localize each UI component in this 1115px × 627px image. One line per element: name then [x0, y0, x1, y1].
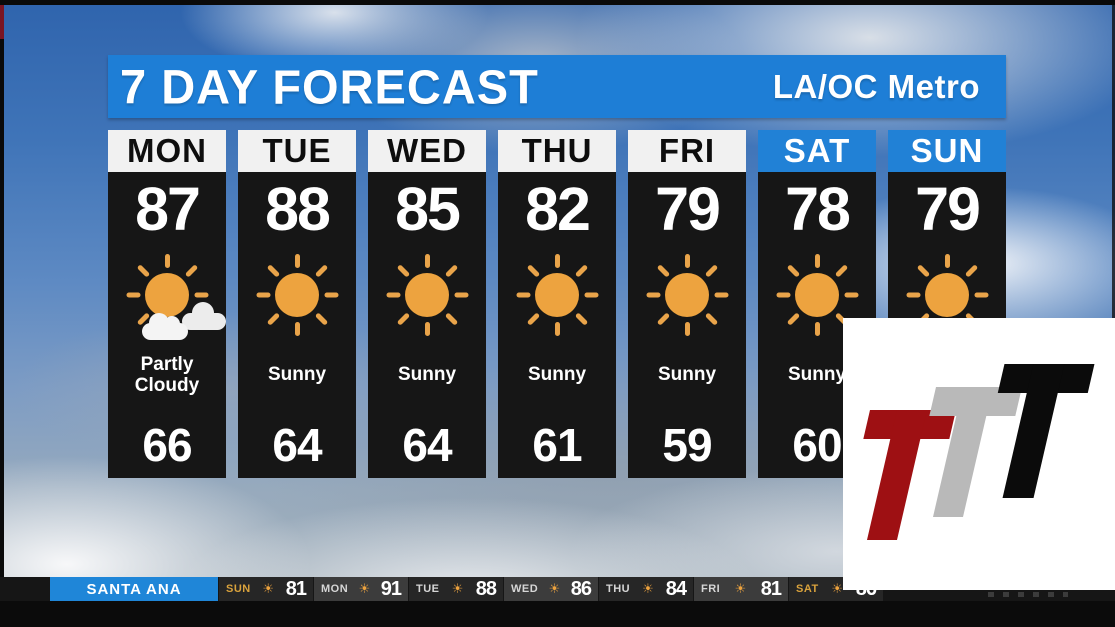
ticker-entry: TUE ☀ 88 — [409, 577, 503, 601]
ticker-day-label: TUE — [416, 583, 440, 595]
low-temp: 66 — [142, 419, 192, 471]
frame-edge-right — [1112, 0, 1115, 318]
forecast-day-column: SAT 78 Sunny 60 — [758, 130, 876, 478]
sun-icon — [644, 252, 730, 338]
day-panel: 88 Sunny 64 — [238, 172, 356, 478]
ticker-location-badge: SANTA ANA — [50, 577, 218, 601]
ticker-temp: 81 — [285, 577, 307, 600]
condition-label: Sunny — [397, 364, 457, 386]
low-temp: 60 — [792, 419, 842, 471]
low-temp: 59 — [662, 419, 712, 471]
condition-label: Sunny — [657, 364, 717, 386]
high-temp: 87 — [135, 175, 201, 243]
sun-icon: ☀ — [358, 581, 371, 597]
ticker-day-label: SUN — [226, 583, 251, 595]
ticker-temp: 86 — [570, 577, 592, 600]
frame-edge-top — [0, 0, 1115, 5]
ticker-temp: 84 — [665, 577, 687, 600]
sun-icon: ☀ — [831, 581, 844, 597]
forecast-day-column: TUE 88 Sunny 64 — [238, 130, 356, 478]
day-label-text: SUN — [910, 132, 984, 169]
sun-icon: ☀ — [451, 581, 464, 597]
sun-icon: ☀ — [642, 581, 654, 597]
day-label: FRI — [628, 130, 746, 172]
clipped-text-remnant — [988, 592, 1068, 597]
condition-label: Sunny — [787, 364, 847, 386]
day-label-text: TUE — [262, 132, 332, 169]
ticker-temp: 88 — [475, 577, 497, 600]
sun-icon: ☀ — [548, 581, 561, 597]
forecast-day-column: FRI 79 Sunny 59 — [628, 130, 746, 478]
sun-icon: ☀ — [262, 581, 275, 597]
ticker-entry: MON ☀ 91 — [314, 577, 408, 601]
high-temp: 79 — [655, 175, 721, 243]
day-label: TUE — [238, 130, 356, 172]
day-panel: 82 Sunny 61 — [498, 172, 616, 478]
forecast-day-column: WED 85 Sunny 64 — [368, 130, 486, 478]
forecast-day-column: MON 87 Partly Cloudy 66 — [108, 130, 226, 478]
day-panel: 85 Sunny 64 — [368, 172, 486, 478]
ticker-day-label: FRI — [701, 583, 721, 595]
day-label-text: MON — [127, 132, 207, 169]
sun-icon: ☀ — [734, 581, 747, 597]
ticker-temp: 81 — [760, 577, 782, 600]
ticker-entry: WED ☀ 86 — [504, 577, 598, 601]
day-label-text: FRI — [658, 132, 716, 169]
ticker-day-label: SAT — [796, 583, 819, 595]
ticker-entry: SUN ☀ 81 — [219, 577, 313, 601]
condition-label: Sunny — [527, 364, 587, 386]
bottom-letterbox — [0, 601, 1115, 627]
day-label-text: SAT — [783, 132, 851, 169]
high-temp: 79 — [915, 175, 981, 243]
sun-icon — [904, 252, 990, 338]
day-label: SUN — [888, 130, 1006, 172]
ticker-entry: FRI ☀ 81 — [694, 577, 788, 601]
day-label: WED — [368, 130, 486, 172]
ticker-day-label: MON — [321, 583, 349, 595]
station-logo-card — [843, 318, 1115, 590]
cloud-icon — [142, 313, 188, 340]
forecast-day-column: THU 82 Sunny 61 — [498, 130, 616, 478]
day-label: THU — [498, 130, 616, 172]
condition-label: Sunny — [267, 364, 327, 386]
partly-cloudy-icon — [124, 252, 226, 340]
frame-edge-left — [0, 0, 4, 580]
ticker-entries: SUN ☀ 81 MON ☀ 91 TUE ☀ 88 WED ☀ 86 THU … — [219, 577, 884, 601]
page-title: 7 DAY FORECAST — [120, 59, 539, 114]
high-temp: 82 — [525, 175, 591, 243]
low-temp: 64 — [402, 419, 452, 471]
left-edge-red-sliver — [0, 5, 4, 39]
logo-letter-black-t-icon — [974, 364, 1095, 498]
day-label-text: WED — [387, 132, 467, 169]
forecast-title-bar: 7 DAY FORECAST LA/OC Metro — [108, 55, 1006, 118]
sun-icon — [774, 252, 860, 338]
day-label: MON — [108, 130, 226, 172]
ticker-day-label: THU — [606, 583, 631, 595]
low-temp: 61 — [532, 419, 582, 471]
sun-icon — [254, 252, 340, 338]
high-temp: 88 — [265, 175, 331, 243]
sun-icon — [384, 252, 470, 338]
condition-label: Partly Cloudy — [134, 353, 200, 396]
day-label-text: THU — [521, 132, 593, 169]
day-label: SAT — [758, 130, 876, 172]
ticker-day-label: WED — [511, 583, 539, 595]
region-label: LA/OC Metro — [772, 67, 980, 105]
sun-icon — [514, 252, 600, 338]
day-panel: 78 Sunny 60 — [758, 172, 876, 478]
high-temp: 78 — [785, 175, 851, 243]
day-panel: 79 Sunny 59 — [628, 172, 746, 478]
day-panel: 87 Partly Cloudy 66 — [108, 172, 226, 478]
low-temp: 64 — [272, 419, 322, 471]
ticker-entry: THU ☀ 84 — [599, 577, 693, 601]
cloud-icon — [182, 302, 226, 330]
high-temp: 85 — [395, 175, 461, 243]
ticker-temp: 91 — [380, 577, 402, 600]
